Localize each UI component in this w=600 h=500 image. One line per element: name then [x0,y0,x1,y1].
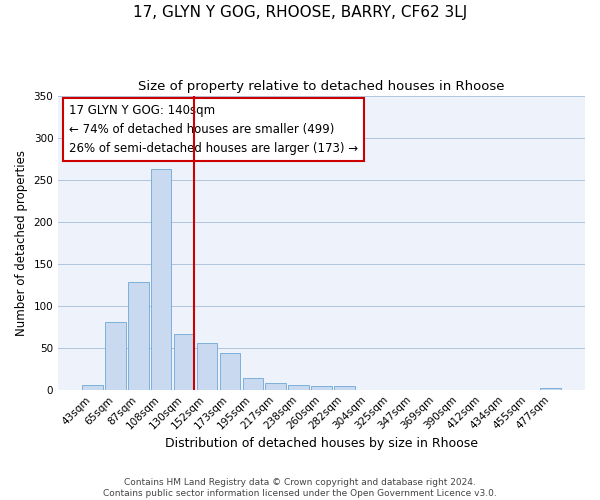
Bar [151,168,172,390]
Bar [311,386,332,390]
Bar [105,322,125,390]
Bar [128,282,149,390]
Bar [541,388,561,390]
Bar [220,352,240,390]
Bar [82,384,103,390]
Bar [174,334,194,390]
Text: 17, GLYN Y GOG, RHOOSE, BARRY, CF62 3LJ: 17, GLYN Y GOG, RHOOSE, BARRY, CF62 3LJ [133,5,467,20]
Bar [289,384,309,390]
Y-axis label: Number of detached properties: Number of detached properties [15,150,28,336]
Bar [197,342,217,390]
Bar [265,383,286,390]
Text: 17 GLYN Y GOG: 140sqm
← 74% of detached houses are smaller (499)
26% of semi-det: 17 GLYN Y GOG: 140sqm ← 74% of detached … [69,104,358,156]
Text: Contains HM Land Registry data © Crown copyright and database right 2024.
Contai: Contains HM Land Registry data © Crown c… [103,478,497,498]
X-axis label: Distribution of detached houses by size in Rhoose: Distribution of detached houses by size … [165,437,478,450]
Title: Size of property relative to detached houses in Rhoose: Size of property relative to detached ho… [139,80,505,93]
Bar [334,386,355,390]
Bar [242,378,263,390]
